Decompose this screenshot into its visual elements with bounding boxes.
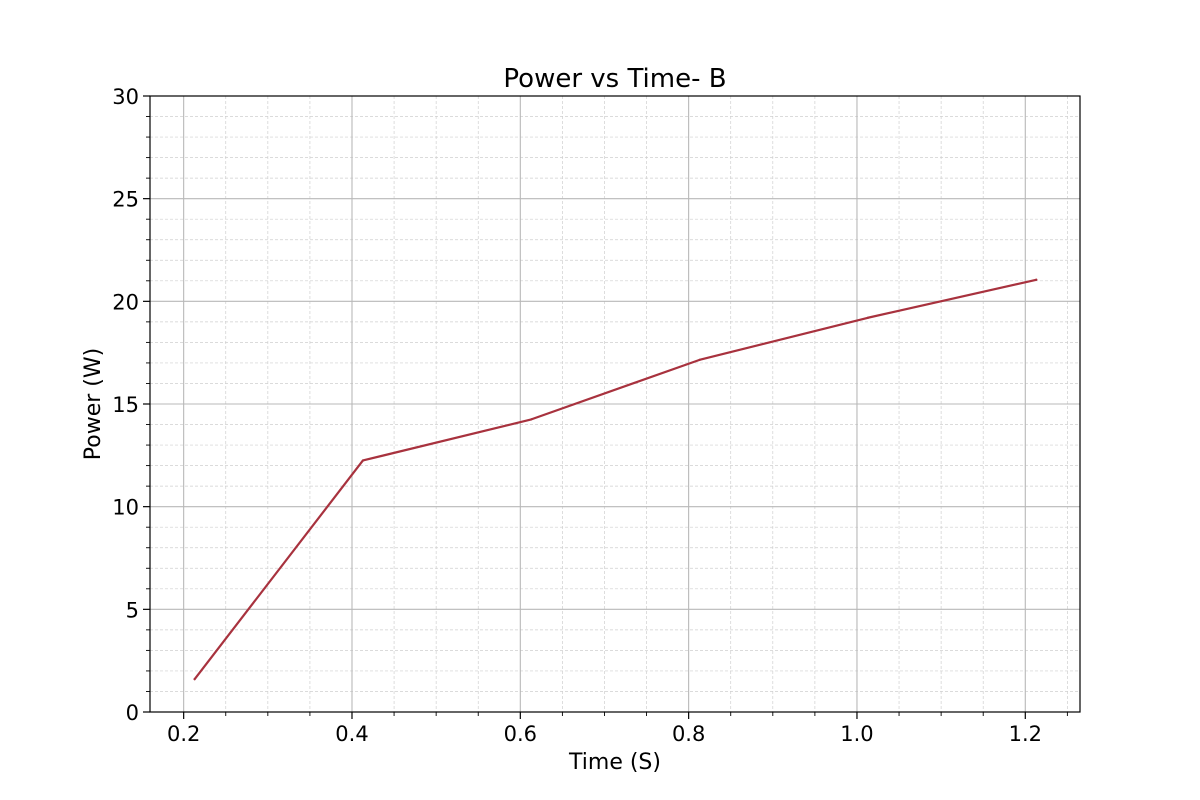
x-tick-label: 1.0 <box>840 722 873 746</box>
series-layer <box>193 278 1038 681</box>
data-point <box>193 678 196 681</box>
major-grid <box>150 95 1080 713</box>
power-series-line <box>193 278 1038 681</box>
x-tick-label: 0.4 <box>335 722 368 746</box>
tick-layer: 0.2 0.4 0.6 0.8 1.0 1.2 0 5 10 15 20 25 30 <box>112 85 1068 746</box>
x-axis-label: Time (S) <box>568 750 661 775</box>
data-point <box>530 418 533 421</box>
chart-title: Power vs Time- B <box>503 64 726 94</box>
y-tick-label: 15 <box>112 393 139 417</box>
y-tick-label: 10 <box>112 496 139 520</box>
y-tick-label: 25 <box>112 188 139 212</box>
data-point <box>1035 278 1038 281</box>
data-point <box>698 358 701 361</box>
y-tick-label: 0 <box>126 701 139 725</box>
data-point <box>361 459 365 462</box>
x-tick-label: 1.2 <box>1009 722 1042 746</box>
x-tick-label: 0.8 <box>672 722 705 746</box>
data-point <box>866 316 870 319</box>
x-tick-label: 0.6 <box>504 722 537 746</box>
y-axis-label: Power (W) <box>81 348 106 460</box>
y-tick-label: 5 <box>126 598 139 622</box>
x-tick-label: 0.2 <box>167 722 200 746</box>
y-tick-label: 30 <box>112 85 139 109</box>
y-tick-label: 20 <box>112 290 139 314</box>
